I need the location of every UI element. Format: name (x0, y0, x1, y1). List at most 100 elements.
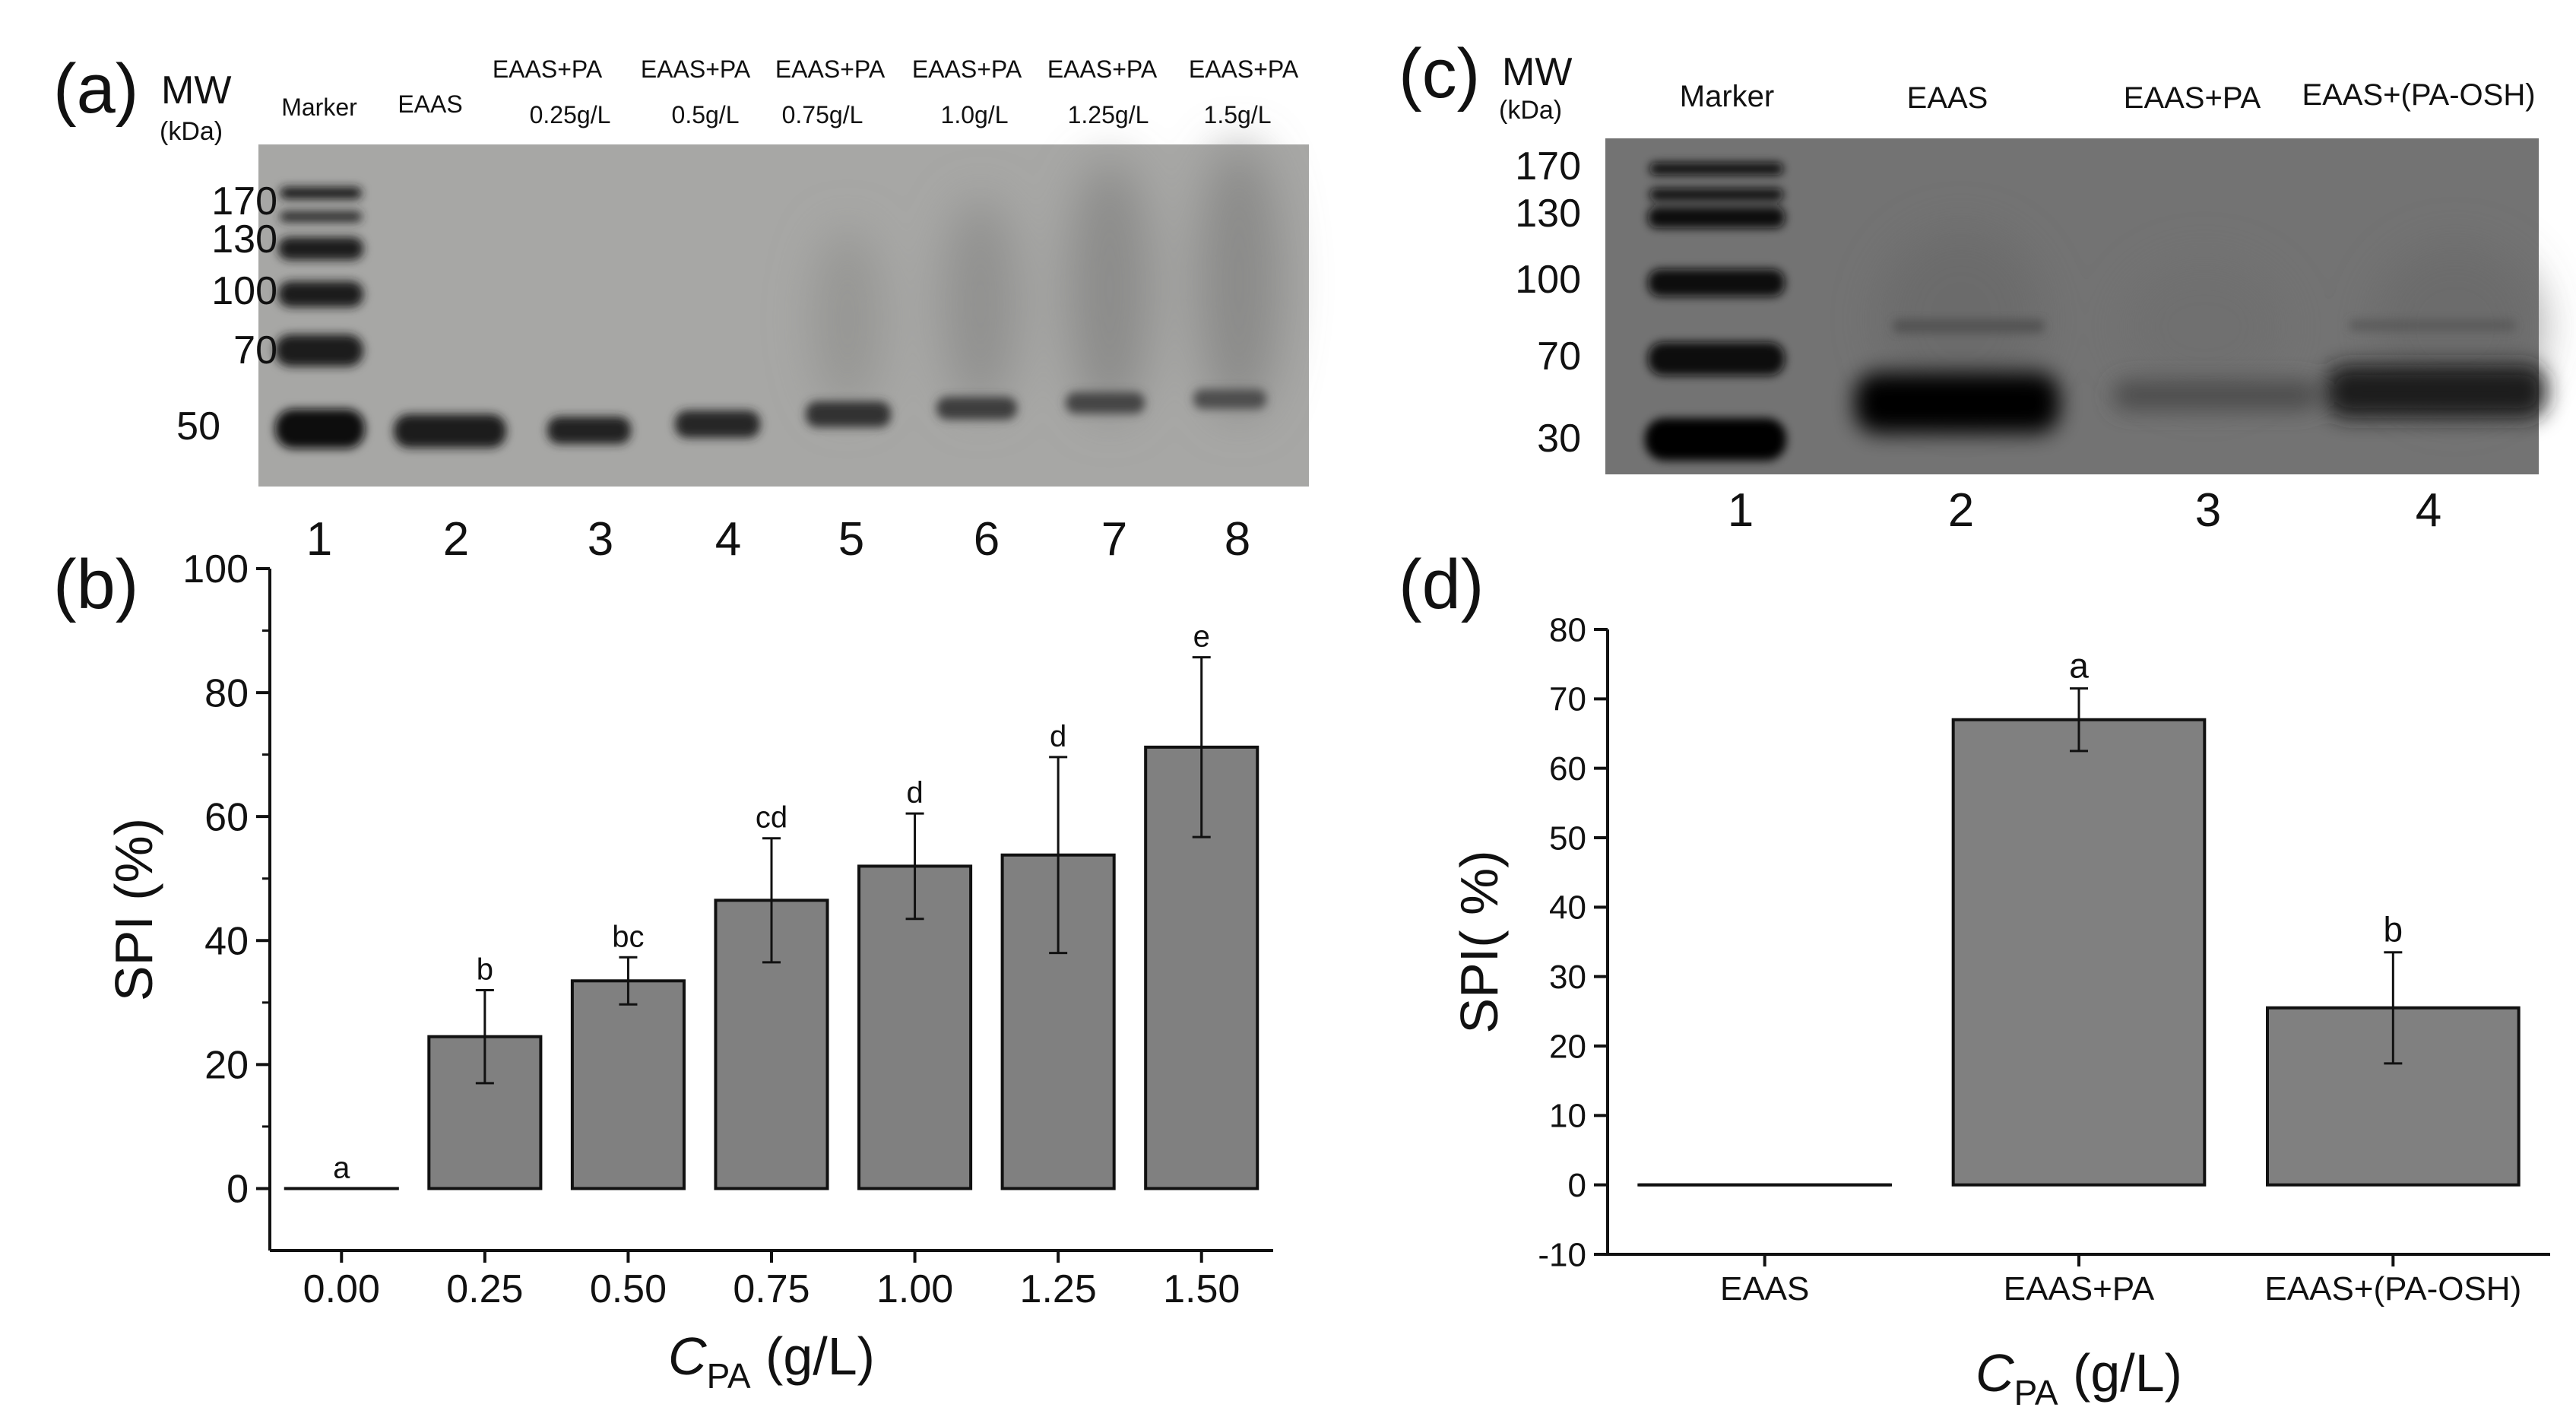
gel-a-lane-header-1: Marker (281, 94, 357, 121)
gel-a-tick-50: 50 (176, 404, 220, 449)
chart-d-ytick-label-0: -10 (1538, 1236, 1586, 1273)
gel-a-marker-bands (275, 187, 365, 449)
panel-a-mw-label: MW (161, 68, 231, 113)
chart-b-significance-0: a (333, 1151, 350, 1184)
gel-c-lane-header-1: Marker (1680, 80, 1774, 113)
panel-c: (c) MW (kDa) 170 130 100 70 (1399, 35, 2546, 537)
chart-b-ytick-label-2: 40 (204, 919, 249, 963)
chart-b-xtick-label-1: 0.25 (446, 1267, 523, 1311)
gel-c-tick-30: 30 (1537, 417, 1581, 461)
gel-a-smears (813, 144, 1281, 418)
chart-b-xtick-label-3: 0.75 (733, 1267, 810, 1311)
chart-d-xtick-label-0: EAAS (1720, 1270, 1809, 1308)
gel-a-lane-header-3: EAAS+PA (493, 55, 603, 83)
gel-a-tick-170: 170 (211, 179, 277, 223)
chart-d-significance-2: b (2384, 910, 2403, 949)
chart-b-xtick-label-4: 1.00 (876, 1267, 953, 1311)
gel-a-lane-header-7: EAAS+PA (1047, 55, 1158, 83)
chart-d-ytick-label-2: 10 (1549, 1098, 1586, 1135)
gel-c-lane-header-3: EAAS+PA (2124, 81, 2261, 115)
chart-b-significance-5: d (1050, 720, 1066, 753)
panel-a-label: (a) (53, 50, 138, 128)
chart-b-ytick-label-0: 0 (227, 1168, 249, 1212)
panel-d-label: (d) (1399, 546, 1484, 623)
gel-a-lane-number-1: 1 (306, 513, 332, 566)
gel-c-lane-number-1: 1 (1728, 484, 1754, 537)
gel-c-lane-header-2: EAAS (1907, 81, 1988, 115)
gel-a-lane-header-5-conc: 0.75g/L (782, 101, 863, 128)
gel-a-lane-header-5: EAAS+PA (775, 55, 886, 83)
chart-b-significance-1: b (477, 953, 493, 987)
gel-a-lane-header-4: EAAS+PA (641, 55, 751, 83)
gel-a-lane-header-8-conc: 1.5g/L (1204, 101, 1272, 128)
chart-b-ytick-label-3: 60 (204, 795, 249, 839)
gel-a-tick-100: 100 (211, 269, 277, 313)
chart-d-x-axis-label: CPA (g/L) (1976, 1343, 2182, 1412)
chart-d-y-axis-label: SPI( %) (1450, 850, 1509, 1033)
chart-b-ytick-label-1: 20 (204, 1044, 249, 1088)
chart-b-significance-6: e (1193, 620, 1210, 654)
chart-d-significance-1: a (2069, 646, 2089, 686)
gel-a-lane-header-3-conc: 0.25g/L (530, 101, 611, 128)
chart-d-ytick-label-8: 70 (1549, 681, 1586, 718)
gel-c-marker-bands (1645, 163, 1786, 461)
chart-b-y-axis-label: SPI (%) (104, 818, 163, 1001)
gel-a-sample-bands (394, 389, 1266, 448)
gel-a-lane-header-6: EAAS+PA (912, 55, 1022, 83)
chart-d-bar-1 (1951, 718, 2207, 1187)
gel-c-tick-100: 100 (1515, 258, 1581, 302)
gel-a-lane-number-7: 7 (1101, 513, 1127, 566)
gel-a-lane-number-2: 2 (443, 513, 469, 566)
panel-c-mw-unit: (kDa) (1499, 96, 1562, 125)
chart-b-significance-4: d (906, 776, 923, 810)
chart-d-xtick-label-2: EAAS+(PA-OSH) (2264, 1270, 2521, 1308)
gel-c-lane-number-4: 4 (2416, 484, 2441, 537)
chart-d-ytick-label-7: 60 (1549, 750, 1586, 788)
gel-a-lane-header-6-conc: 1.0g/L (941, 101, 1009, 128)
chart-b: 0 20 40 60 80 100 a 0.00 b 0.25 bc 0.50 cd 0.75 d 1.00 d… (104, 547, 1273, 1396)
gel-a-lane-header-2: EAAS (398, 90, 462, 118)
gel-a-lane-number-6: 6 (974, 513, 1000, 566)
chart-d-ytick-label-5: 40 (1549, 889, 1586, 927)
chart-b-bar-2 (570, 979, 686, 1190)
gel-a-lane-header-7-conc: 1.25g/L (1068, 101, 1149, 128)
gel-a-lane-number-5: 5 (838, 513, 864, 566)
chart-b-xtick-label-2: 0.50 (590, 1267, 667, 1311)
gel-a-lane-header-4-conc: 0.5g/L (672, 101, 740, 128)
gel-a-tick-130: 130 (211, 217, 277, 262)
chart-b-x-axis-label: CPA (g/L) (668, 1327, 875, 1396)
panel-c-mw-label: MW (1502, 50, 1572, 94)
gel-c-tick-170: 170 (1515, 144, 1581, 189)
chart-b-ytick-label-4: 80 (204, 671, 249, 715)
chart-d-ytick-label-6: 50 (1549, 819, 1586, 857)
gel-a-lane-number-8: 8 (1225, 513, 1250, 566)
chart-b-significance-3: cd (756, 801, 787, 835)
panel-b-label: (b) (53, 546, 138, 623)
chart-d-ytick-label-9: 80 (1549, 611, 1586, 648)
panel-a: (a) MW (kDa) (53, 50, 1309, 566)
gel-a-lane-number-3: 3 (588, 513, 613, 566)
chart-b-xtick-label-6: 1.50 (1163, 1267, 1240, 1311)
chart-d-ytick-label-3: 20 (1549, 1028, 1586, 1065)
gel-c-tick-130: 130 (1515, 192, 1581, 236)
chart-d-xtick-label-1: EAAS+PA (2004, 1270, 2155, 1308)
panel-d: (d) -10 0 10 20 30 40 50 60 70 80 EAAS a EAAS+PA b EAA… (1399, 546, 2550, 1412)
chart-d-ytick-label-1: 0 (1568, 1167, 1586, 1204)
chart-b-xtick-label-0: 0.00 (303, 1267, 380, 1311)
panel-b: (b) 0 20 40 60 80 100 a 0.00 b 0.25 bc 0.50 cd 0.75 d 1… (53, 546, 1273, 1396)
panel-a-mw-unit: (kDa) (160, 117, 223, 146)
gel-c-tick-70: 70 (1537, 334, 1581, 379)
gel-c-lane-number-2: 2 (1948, 484, 1974, 537)
chart-b-significance-2: bc (612, 920, 644, 953)
gel-c-sample-bands (1855, 365, 2546, 433)
chart-d-ytick-label-4: 30 (1549, 959, 1586, 996)
chart-b-ytick-label-5: 100 (182, 547, 249, 591)
gel-c-lane-number-3: 3 (2195, 484, 2221, 537)
gel-a-tick-70: 70 (233, 328, 277, 372)
gel-a-lane-header-8: EAAS+PA (1189, 55, 1299, 83)
panel-c-label: (c) (1399, 35, 1480, 113)
gel-a-lane-number-4: 4 (715, 513, 741, 566)
chart-d: -10 0 10 20 30 40 50 60 70 80 EAAS a EAAS+PA b EAAS+(P… (1450, 611, 2550, 1412)
gel-c-lane-header-4: EAAS+(PA-OSH) (2302, 78, 2535, 112)
